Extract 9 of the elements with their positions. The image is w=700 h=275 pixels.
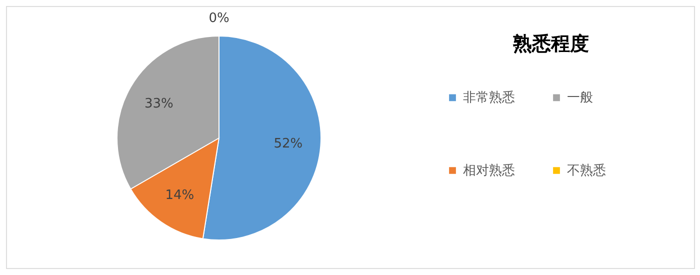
legend-label: 不熟悉 bbox=[567, 164, 606, 178]
data-label: 14% bbox=[165, 188, 194, 204]
text: 0% bbox=[208, 11, 230, 26]
legend-label: 非常熟悉 bbox=[463, 90, 515, 106]
chart-title: 熟悉程度 bbox=[512, 33, 589, 55]
data-label: 33% bbox=[144, 96, 174, 112]
legend-label: 一般 bbox=[567, 90, 593, 106]
legend-label: 相对熟悉 bbox=[463, 164, 515, 178]
data-label: 52% bbox=[274, 136, 303, 152]
